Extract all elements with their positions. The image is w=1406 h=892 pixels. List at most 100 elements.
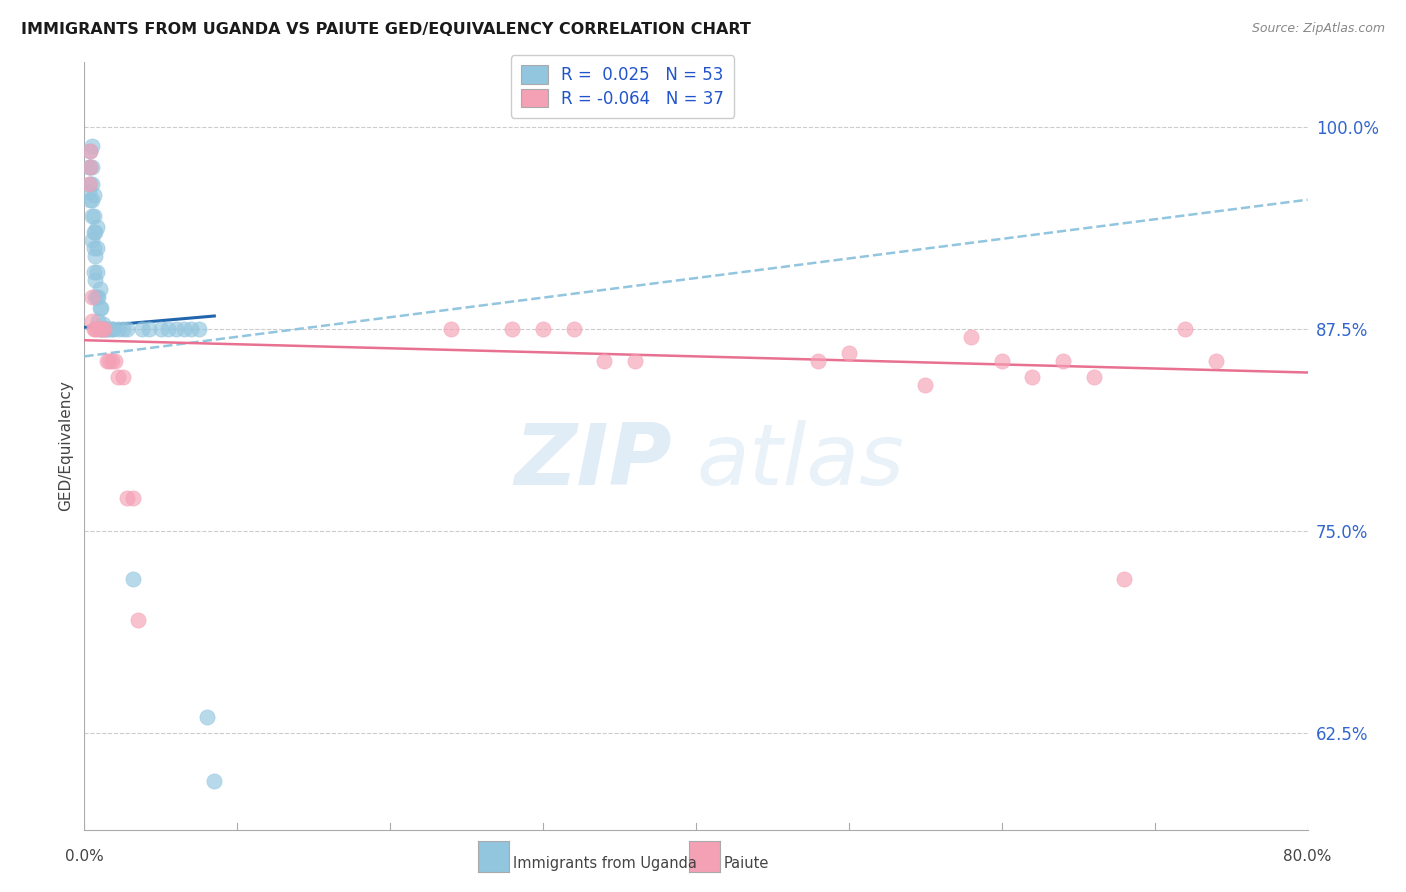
Point xyxy=(103,322,125,336)
Point xyxy=(94,322,117,336)
Point xyxy=(101,354,124,368)
Point xyxy=(131,322,153,336)
Point xyxy=(87,290,110,304)
Point xyxy=(991,354,1014,368)
Point xyxy=(440,322,463,336)
Text: Source: ZipAtlas.com: Source: ZipAtlas.com xyxy=(1251,22,1385,36)
Point xyxy=(93,322,115,336)
Point xyxy=(86,290,108,304)
Point xyxy=(202,774,225,789)
Point xyxy=(79,177,101,191)
Point xyxy=(115,322,138,336)
Point xyxy=(96,322,118,336)
Text: IMMIGRANTS FROM UGANDA VS PAIUTE GED/EQUIVALENCY CORRELATION CHART: IMMIGRANTS FROM UGANDA VS PAIUTE GED/EQU… xyxy=(21,22,751,37)
Point xyxy=(173,322,195,336)
Point xyxy=(90,301,112,315)
Point xyxy=(84,322,107,336)
Point xyxy=(157,322,180,336)
Point xyxy=(83,322,105,336)
Point xyxy=(79,193,101,207)
Point xyxy=(86,322,108,336)
Point xyxy=(180,322,202,336)
Point xyxy=(111,370,134,384)
Point xyxy=(1021,370,1043,384)
Y-axis label: GED/Equivalency: GED/Equivalency xyxy=(58,381,73,511)
Point xyxy=(83,187,105,202)
Point xyxy=(84,225,107,239)
Point xyxy=(91,317,114,331)
Point xyxy=(502,322,524,336)
Point xyxy=(80,314,103,328)
Point xyxy=(195,709,218,723)
Point xyxy=(122,491,145,506)
Point xyxy=(89,322,111,336)
Point xyxy=(115,491,138,506)
Text: ZIP: ZIP xyxy=(513,420,672,503)
Point xyxy=(83,265,105,279)
Point xyxy=(593,354,616,368)
Text: Immigrants from Uganda: Immigrants from Uganda xyxy=(513,856,697,871)
Point xyxy=(914,378,936,392)
Point xyxy=(80,290,103,304)
Point xyxy=(138,322,160,336)
Point xyxy=(83,225,105,239)
Point xyxy=(96,354,118,368)
Point xyxy=(89,322,111,336)
Point xyxy=(91,322,114,336)
Point xyxy=(86,220,108,235)
Point xyxy=(79,161,101,175)
Point xyxy=(79,145,101,159)
Point xyxy=(87,314,110,328)
Point xyxy=(84,273,107,287)
Point xyxy=(1052,354,1074,368)
Point xyxy=(83,209,105,223)
Point xyxy=(90,322,112,336)
Text: Paiute: Paiute xyxy=(724,856,769,871)
Point xyxy=(838,346,860,360)
Point xyxy=(149,322,172,336)
Point xyxy=(83,241,105,255)
Point xyxy=(104,354,127,368)
Point xyxy=(165,322,187,336)
Point xyxy=(79,145,101,159)
Point xyxy=(89,301,111,315)
Point xyxy=(1205,354,1227,368)
Point xyxy=(807,354,830,368)
Point xyxy=(79,161,101,175)
Point xyxy=(562,322,585,336)
Point xyxy=(86,241,108,255)
Text: atlas: atlas xyxy=(696,420,904,503)
Legend: R =  0.025   N = 53, R = -0.064   N = 37: R = 0.025 N = 53, R = -0.064 N = 37 xyxy=(512,55,734,118)
Point xyxy=(107,322,129,336)
Point xyxy=(122,572,145,586)
Point xyxy=(77,161,100,175)
Point xyxy=(97,354,120,368)
Point xyxy=(89,281,111,295)
Point xyxy=(80,193,103,207)
Point xyxy=(1174,322,1197,336)
Point xyxy=(77,185,100,199)
Point xyxy=(77,177,100,191)
Text: 0.0%: 0.0% xyxy=(65,849,104,864)
Point xyxy=(960,330,983,344)
Point xyxy=(97,322,120,336)
Point xyxy=(80,139,103,153)
Point xyxy=(84,249,107,263)
Text: 80.0%: 80.0% xyxy=(1284,849,1331,864)
Point xyxy=(80,161,103,175)
Point xyxy=(624,354,647,368)
Point xyxy=(101,322,124,336)
Point xyxy=(86,265,108,279)
Point xyxy=(107,370,129,384)
Point xyxy=(1083,370,1105,384)
Point xyxy=(80,233,103,247)
Point xyxy=(531,322,554,336)
Point xyxy=(127,613,149,627)
Point xyxy=(188,322,211,336)
Point xyxy=(80,209,103,223)
Point xyxy=(84,290,107,304)
Point xyxy=(111,322,134,336)
Point xyxy=(80,177,103,191)
Point xyxy=(93,322,115,336)
Point xyxy=(1114,572,1136,586)
